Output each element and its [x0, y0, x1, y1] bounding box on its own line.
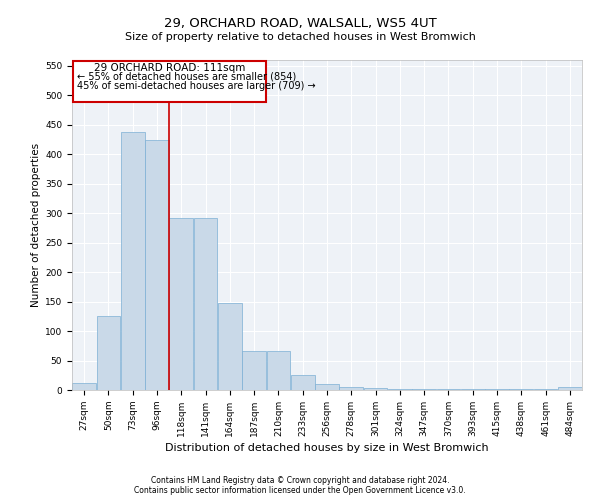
- Bar: [72, 383, 96, 390]
- Text: Size of property relative to detached houses in West Bromwich: Size of property relative to detached ho…: [125, 32, 475, 42]
- Text: Contains public sector information licensed under the Open Government Licence v3: Contains public sector information licen…: [134, 486, 466, 495]
- Bar: [291, 376, 314, 390]
- Bar: [388, 389, 412, 390]
- Bar: [218, 304, 242, 390]
- Bar: [340, 387, 363, 390]
- Text: 29, ORCHARD ROAD, WALSALL, WS5 4UT: 29, ORCHARD ROAD, WALSALL, WS5 4UT: [164, 18, 436, 30]
- Bar: [169, 218, 193, 390]
- Y-axis label: Number of detached properties: Number of detached properties: [31, 143, 41, 307]
- Bar: [266, 350, 290, 390]
- X-axis label: Distribution of detached houses by size in West Bromwich: Distribution of detached houses by size …: [165, 443, 489, 453]
- Bar: [73, 61, 266, 102]
- Text: Contains HM Land Registry data © Crown copyright and database right 2024.: Contains HM Land Registry data © Crown c…: [151, 476, 449, 485]
- Bar: [121, 132, 145, 390]
- Bar: [145, 140, 169, 390]
- Bar: [242, 350, 266, 390]
- Bar: [412, 389, 436, 390]
- Text: 45% of semi-detached houses are larger (709) →: 45% of semi-detached houses are larger (…: [77, 80, 316, 90]
- Bar: [364, 388, 388, 390]
- Text: ← 55% of detached houses are smaller (854): ← 55% of detached houses are smaller (85…: [77, 72, 296, 82]
- Bar: [315, 384, 339, 390]
- Bar: [194, 218, 217, 390]
- Bar: [97, 316, 121, 390]
- Text: 29 ORCHARD ROAD: 111sqm: 29 ORCHARD ROAD: 111sqm: [94, 63, 245, 73]
- Bar: [558, 387, 582, 390]
